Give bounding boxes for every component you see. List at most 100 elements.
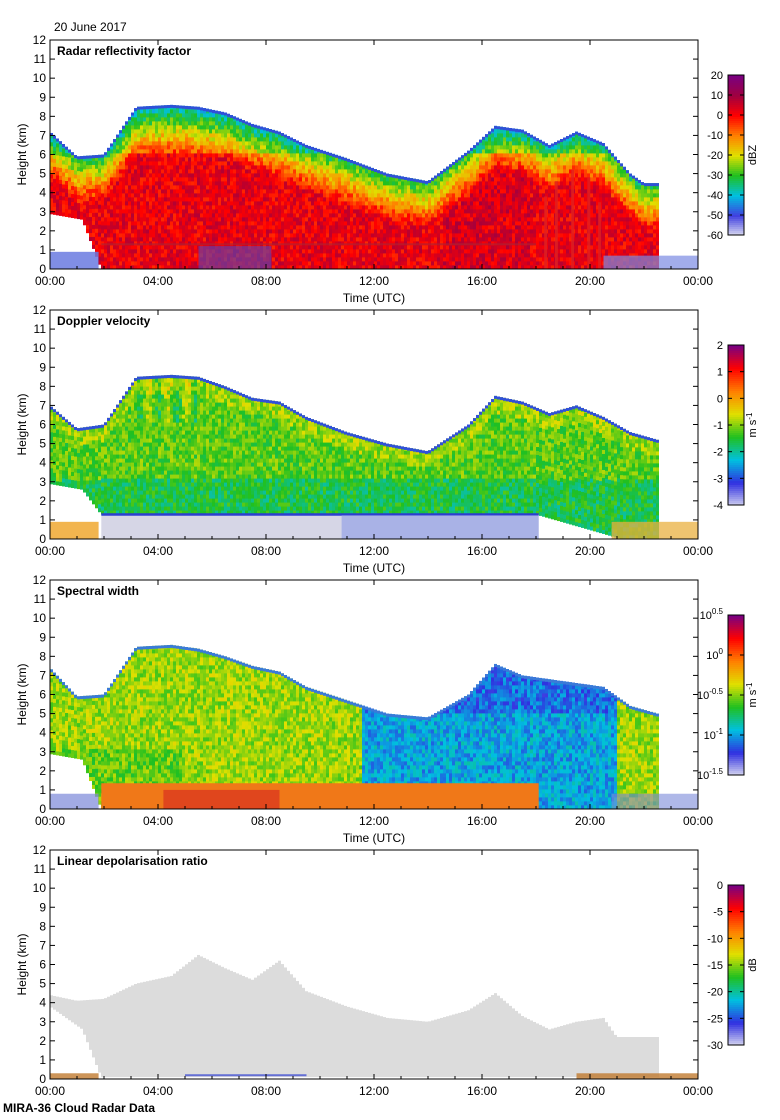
colorbar-swatch — [728, 223, 744, 226]
x-axis-label: Time (UTC) — [343, 831, 405, 845]
colorbar-tick-label: -5 — [713, 907, 723, 919]
colorbar-swatch — [728, 683, 744, 686]
colorbar-swatch — [728, 963, 744, 966]
x-axis-label: Time (UTC) — [343, 561, 405, 575]
colorbar-swatch — [728, 455, 744, 458]
colorbar-swatch — [728, 957, 744, 960]
x-tick-label: 16:00 — [467, 274, 497, 288]
colorbar-swatch — [728, 381, 744, 384]
x-tick-label: 08:00 — [251, 814, 281, 828]
y-tick-label: 12 — [33, 573, 47, 587]
colorbar-swatch — [728, 665, 744, 668]
colorbar-swatch — [728, 687, 744, 690]
colorbar-swatch — [728, 495, 744, 498]
y-tick-label: 3 — [39, 475, 46, 489]
colorbar-swatch — [728, 405, 744, 408]
colorbar-swatch — [728, 391, 744, 394]
panel-ldr: Linear depolarisation ratio0123456789101… — [15, 843, 759, 1098]
colorbar-swatch — [728, 709, 744, 712]
colorbar-swatch — [728, 739, 744, 742]
panel-title: Doppler velocity — [57, 314, 151, 328]
colorbar-swatch — [728, 973, 744, 976]
colorbar-swatch — [728, 193, 744, 196]
date-label: 20 June 2017 — [54, 20, 127, 34]
y-tick-label: 9 — [39, 900, 46, 914]
y-tick-label: 6 — [39, 148, 46, 162]
y-axis-label: Height (km) — [15, 933, 29, 995]
colorbar-swatch — [728, 755, 744, 758]
colorbar-swatch — [728, 749, 744, 752]
colorbar-swatch — [728, 501, 744, 504]
colorbar-swatch — [728, 619, 744, 622]
colorbar-swatch — [728, 915, 744, 918]
colorbar-swatch — [728, 199, 744, 202]
colorbar: 100.5 100 10-0.5 10-1 10-1.5 m s-1 — [697, 607, 759, 782]
colorbar-swatch — [728, 213, 744, 216]
colorbar-swatch — [728, 229, 744, 232]
colorbar-swatch — [728, 1011, 744, 1014]
colorbar-swatch — [728, 617, 744, 620]
y-tick-label: 8 — [39, 919, 46, 933]
x-tick-label: 04:00 — [143, 814, 173, 828]
colorbar-swatch — [728, 467, 744, 470]
colorbar-swatch — [728, 627, 744, 630]
colorbar-swatch — [728, 99, 744, 102]
colorbar-tick-label: 0 — [717, 110, 723, 122]
colorbar-swatch — [728, 399, 744, 402]
colorbar-swatch — [728, 445, 744, 448]
colorbar-swatch — [728, 623, 744, 626]
colorbar-swatch — [728, 909, 744, 912]
colorbar-swatch — [728, 425, 744, 428]
x-tick-label: 20:00 — [575, 274, 605, 288]
x-tick-label: 12:00 — [359, 814, 389, 828]
colorbar-swatch — [728, 491, 744, 494]
colorbar-swatch — [728, 221, 744, 224]
colorbar-swatch — [728, 621, 744, 624]
colorbar-swatch — [728, 965, 744, 968]
colorbar-tick-label: -20 — [707, 150, 723, 162]
y-tick-label: 7 — [39, 128, 46, 142]
y-tick-label: 1 — [39, 1053, 46, 1067]
panel-title: Linear depolarisation ratio — [57, 854, 208, 868]
colorbar-swatch — [728, 423, 744, 426]
colorbar-swatch — [728, 723, 744, 726]
colorbar-swatch — [728, 1027, 744, 1030]
colorbar-swatch — [728, 895, 744, 898]
colorbar-swatch — [728, 679, 744, 682]
panel-reflectivity: Radar reflectivity factor012345678910111… — [15, 33, 759, 305]
colorbar-swatch — [728, 475, 744, 478]
colorbar-swatch — [728, 707, 744, 710]
colorbar-label: dB — [747, 958, 759, 971]
colorbar-swatch — [728, 1005, 744, 1008]
colorbar-swatch — [728, 81, 744, 84]
colorbar-swatch — [728, 477, 744, 480]
y-tick-label: 10 — [33, 341, 47, 355]
colorbar-swatch — [728, 427, 744, 430]
colorbar-swatch — [728, 967, 744, 970]
colorbar: 2 1 0 -1 -2 -3 -4 m s-1 — [713, 340, 759, 512]
colorbar-swatch — [728, 403, 744, 406]
colorbar-swatch — [728, 703, 744, 706]
colorbar-swatch — [728, 941, 744, 944]
colorbar-swatch — [728, 743, 744, 746]
colorbar-swatch — [728, 651, 744, 654]
colorbar-swatch — [728, 977, 744, 980]
colorbar-swatch — [728, 217, 744, 220]
y-tick-label: 0 — [39, 532, 46, 546]
colorbar-swatch — [728, 1033, 744, 1036]
colorbar-swatch — [728, 1031, 744, 1034]
colorbar-swatch — [728, 211, 744, 214]
colorbar-swatch — [728, 185, 744, 188]
colorbar-swatch — [728, 429, 744, 432]
colorbar-swatch — [728, 731, 744, 734]
colorbar-swatch — [728, 103, 744, 106]
colorbar-swatch — [728, 995, 744, 998]
x-tick-label: 04:00 — [143, 544, 173, 558]
colorbar-swatch — [728, 675, 744, 678]
colorbar-swatch — [728, 163, 744, 166]
colorbar-swatch — [728, 925, 744, 928]
colorbar-swatch — [728, 615, 744, 618]
colorbar-swatch — [728, 379, 744, 382]
y-tick-label: 8 — [39, 379, 46, 393]
colorbar-tick-label: -25 — [707, 1013, 723, 1025]
